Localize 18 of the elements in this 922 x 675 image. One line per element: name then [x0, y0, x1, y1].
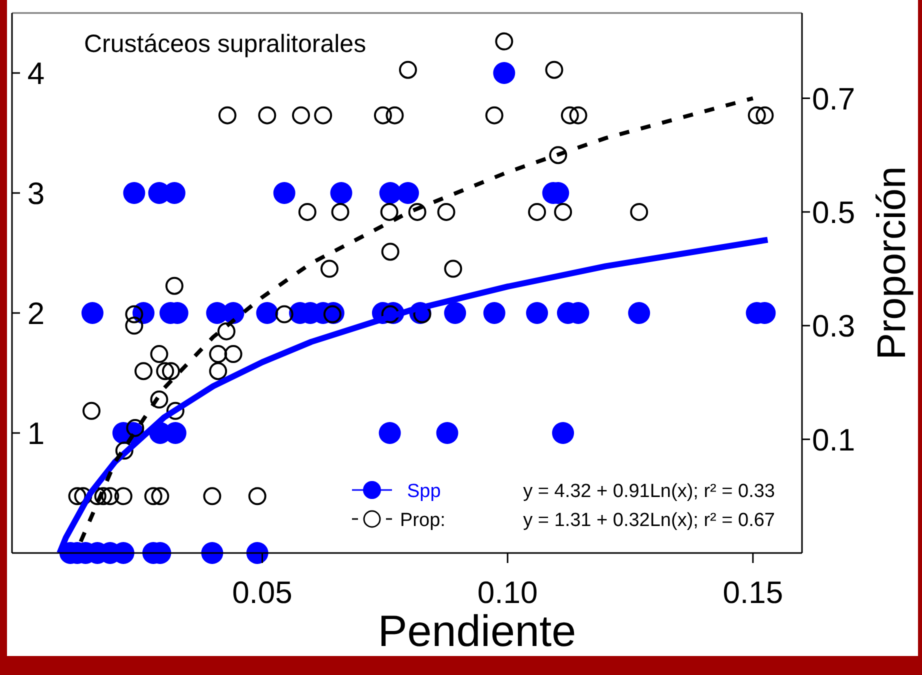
y-tick-label: 2: [27, 296, 45, 331]
text: Crustáceos supralitorales: [84, 30, 366, 58]
y2-axis-title: Proporción: [870, 166, 914, 360]
y-tick-label: 4: [27, 56, 45, 91]
annotation: y = 1.31 + 0.32Ln(x); r² = 0.67: [523, 510, 775, 531]
legend-label: Prop:: [400, 510, 446, 531]
x-tick-label: 0.05: [232, 575, 292, 610]
y2-tick-label: 0.7: [812, 81, 856, 116]
y2-tick-label: 0.1: [812, 422, 856, 458]
x-tick-label: 0.15: [722, 575, 784, 610]
x-tick-label: 0.10: [477, 575, 538, 610]
y2-tick-label: 0.5: [812, 194, 856, 230]
x-axis-title: Pendiente: [378, 607, 576, 656]
y-tick-label: 3: [27, 176, 45, 211]
y2-tick-label: 0.3: [812, 308, 856, 344]
y-tick-label: 1: [27, 416, 45, 451]
annotation: y = 4.32 + 0.91Ln(x); r² = 0.33: [523, 481, 775, 502]
legend-label: Spp: [407, 481, 441, 502]
